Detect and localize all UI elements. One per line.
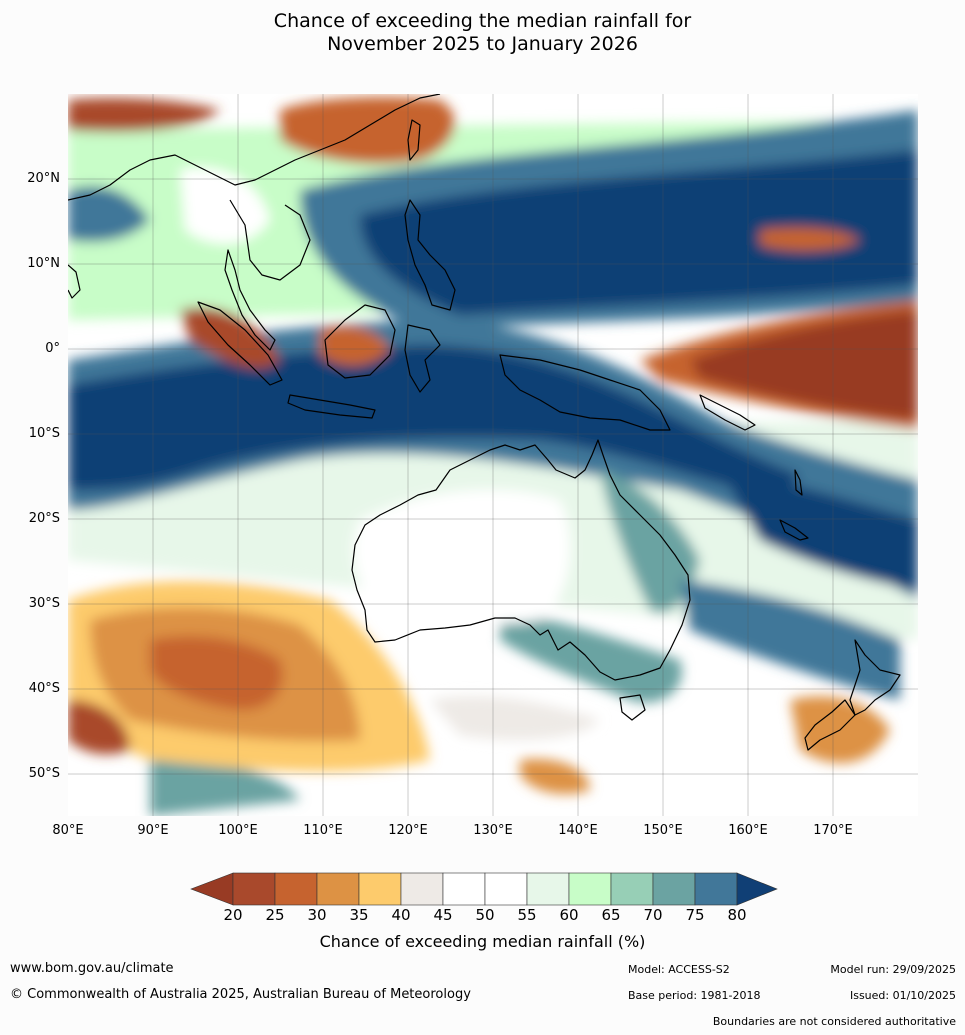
lon-label-90e: 90°E [137,823,169,838]
coastline-vanuatu [794,469,803,496]
region-wet-tasman [680,580,900,700]
colorbar-arrow-high [736,872,778,906]
region-dry-sri-lanka-bay [68,98,220,132]
colorbar [190,872,778,906]
boundaries-disclaimer: Boundaries are not considered authoritat… [712,1015,956,1028]
region-wet-southern-ocean [150,759,300,816]
lon-label-130e: 130°E [473,823,513,838]
region-wet-india-north [68,186,150,242]
colorbar-tick-25: 25 [265,906,285,924]
coastline-new-guinea [499,354,671,431]
colorbar-tick-80: 80 [727,906,747,924]
colorbar-cell-30-35 [316,872,360,906]
copyright-notice: © Commonwealth of Australia 2025, Austra… [10,987,471,1002]
lat-label-10s: 10°S [28,426,60,441]
coastline-philippines [404,199,456,311]
coastline-asia-mainland [68,94,441,281]
region-neutral-south [430,696,600,740]
colorbar-arrow-low [190,872,234,906]
coastline-java [287,394,376,419]
title-line-2: November 2025 to January 2026 [327,33,638,55]
rainfall-map [68,94,918,816]
region-dry-philippine-sea [760,227,860,251]
lon-label-100e: 100°E [218,823,258,838]
colorbar-cell-35-40 [358,872,402,906]
lat-label-20n: 20°N [27,171,60,186]
map-title: Chance of exceeding the median rainfall … [0,10,965,56]
colorbar-tick-30: 30 [307,906,327,924]
region-wet-new-caledonia [720,470,918,590]
colorbar-tick-20: 20 [223,906,243,924]
region-dry-sumatra [180,307,280,369]
issued-date: Issued: 01/10/2025 [849,989,956,1002]
lat-label-40s: 40°S [28,681,60,696]
model-name: Model: ACCESS-S2 [628,963,730,976]
colorbar-cell-45-50 [442,872,486,906]
region-dry-equatorial-pacific-core [690,310,918,420]
colorbar-tick-75: 75 [685,906,705,924]
colorbar-cell-50-55 [484,872,528,906]
coastline-sulawesi [404,324,441,393]
coastline-new-caledonia [779,519,809,541]
lat-label-10n: 10°N [27,256,60,271]
region-neutral-australia [353,489,571,624]
region-wet-bass-strait [500,610,682,703]
coastline-solomon-islands [699,394,756,431]
region-dry-far-southwest [68,700,130,755]
lon-label-140e: 140°E [558,823,598,838]
coastline-sri-lanka [68,264,81,299]
lon-label-170e: 170°E [813,823,853,838]
region-dry-south-ocean-east [520,759,590,795]
colorbar-cell-70-75 [652,872,696,906]
coastline-new-zealand-south [804,699,856,751]
colorbar-cell-20-25 [232,872,276,906]
colorbar-cell-40-45 [400,872,444,906]
coastline-taiwan [407,119,421,161]
lon-label-80e: 80°E [52,823,84,838]
region-wet-pacific-north-core [360,150,918,315]
colorbar-cell-75-80 [694,872,738,906]
model-run-date: Model run: 29/09/2025 [830,963,956,976]
lon-label-160e: 160°E [728,823,768,838]
colorbar-cell-25-30 [274,872,318,906]
colorbar-cell-60-65 [568,872,612,906]
title-line-1: Chance of exceeding the median rainfall … [273,10,692,32]
lat-label-0: 0° [45,341,60,356]
lat-label-20s: 20°S [28,511,60,526]
lat-label-30s: 30°S [28,596,60,611]
colorbar-title: Chance of exceeding median rainfall (%) [319,932,646,951]
coastline-borneo [324,304,396,379]
colorbar-tick-40: 40 [391,906,411,924]
lon-label-120e: 120°E [388,823,428,838]
lon-label-110e: 110°E [303,823,343,838]
lon-label-150e: 150°E [643,823,683,838]
colorbar-tick-60: 60 [559,906,579,924]
colorbar-tick-50: 50 [475,906,495,924]
colorbar-cell-65-70 [610,872,654,906]
coastline-sumatra [197,301,283,386]
colorbar-cell-55-60 [526,872,570,906]
graticule [68,94,918,816]
lat-label-50s: 50°S [28,766,60,781]
coastline-tasmania [619,694,646,721]
base-period: Base period: 1981-2018 [628,989,761,1002]
region-dry-southern-indian-ocean-deep [150,636,283,710]
colorbar-tick-55: 55 [517,906,537,924]
colorbar-tick-70: 70 [643,906,663,924]
colorbar-tick-65: 65 [601,906,621,924]
coastline-australia [351,439,691,681]
region-neutral-indochina [180,167,270,244]
coastline-malay-peninsula [224,249,276,351]
region-wet-east-australia [600,470,700,613]
region-dry-borneo [320,326,390,366]
website-url: www.bom.gov.au/climate [10,961,174,976]
coastline-new-zealand-north [849,639,901,716]
colorbar-tick-45: 45 [433,906,453,924]
region-dry-south-china-sea [280,97,455,164]
colorbar-tick-35: 35 [349,906,369,924]
region-wet-indonesia-core [68,345,800,500]
